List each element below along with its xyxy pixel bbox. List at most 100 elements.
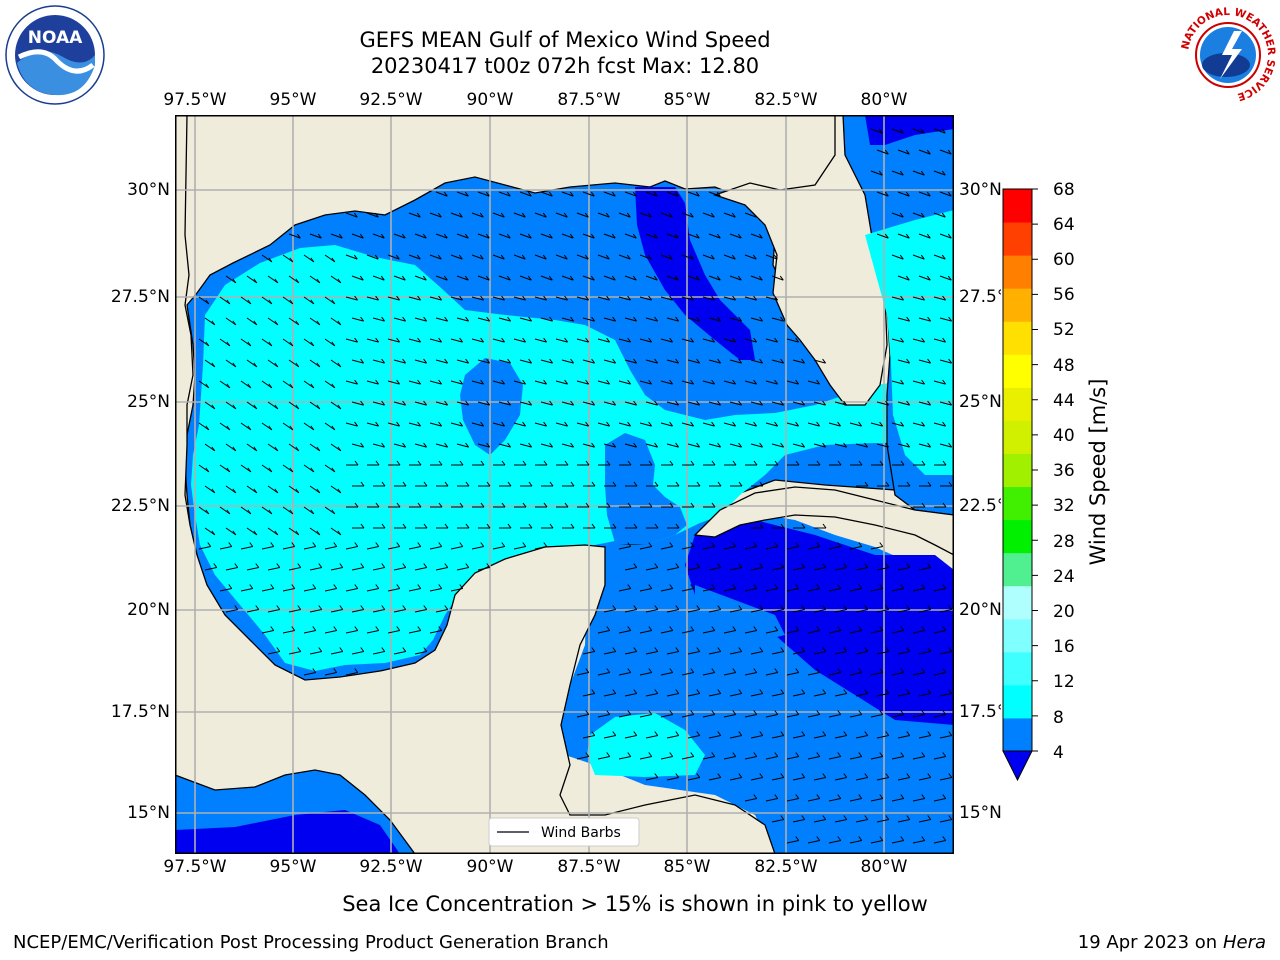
wind-barb xyxy=(708,693,721,697)
wind-barb-flag xyxy=(423,442,427,448)
wind-barb-flag xyxy=(654,647,659,652)
wind-barb-flag xyxy=(795,626,800,631)
wind-barb xyxy=(246,275,258,284)
colorbar-tick-label: 4 xyxy=(1053,743,1064,763)
wind-barb-flag xyxy=(486,400,490,406)
wind-barb xyxy=(639,380,652,385)
wind-barb-flag xyxy=(232,362,237,368)
wind-barb-flag xyxy=(591,400,595,406)
wind-barb-flag xyxy=(927,647,932,652)
wind-barb-flag xyxy=(360,358,364,364)
honduras-coast-8-12 xyxy=(587,713,705,777)
wind-barb xyxy=(513,422,526,427)
wind-barb-flag xyxy=(906,647,911,652)
wind-barb-flag xyxy=(310,257,315,263)
wind-barb xyxy=(786,756,799,760)
wind-barb xyxy=(282,296,294,305)
wind-barb xyxy=(765,338,778,343)
wind-barb-flag xyxy=(564,379,568,385)
wind-barb xyxy=(456,359,469,364)
wind-barb xyxy=(492,546,505,550)
wind-barb-flag xyxy=(211,320,216,326)
wind-barb-flag xyxy=(858,421,862,427)
wind-barb-flag xyxy=(402,647,407,652)
wind-barb xyxy=(366,212,379,218)
wind-barb-flag xyxy=(669,542,674,547)
colorbar-bands xyxy=(1003,189,1032,752)
wind-barb-flag xyxy=(438,502,443,508)
wind-barb-flag xyxy=(759,523,764,529)
wind-barb-flag xyxy=(879,836,884,841)
wind-barb-flag xyxy=(738,442,742,448)
wind-barb xyxy=(828,588,841,592)
map-title: GEFS MEAN Gulf of Mexico Wind Speed xyxy=(359,28,771,52)
wind-barb xyxy=(408,546,421,550)
wind-barb xyxy=(687,359,700,364)
wind-barb xyxy=(750,693,763,697)
wind-barb xyxy=(912,714,925,718)
wind-barb-flag xyxy=(942,668,947,673)
wind-barb-flag xyxy=(759,316,763,322)
wind-barb-flag xyxy=(211,446,216,452)
wind-barb xyxy=(834,567,847,571)
lat-tick-left: 15°N xyxy=(127,803,170,823)
wind-barb xyxy=(897,317,910,322)
wind-barb-flag xyxy=(337,404,342,410)
wind-barb-flag xyxy=(207,542,212,547)
wind-barb xyxy=(702,588,715,592)
wind-barb xyxy=(939,191,952,197)
wind-barb-flag xyxy=(864,481,869,487)
wind-barb-flag xyxy=(648,379,652,385)
wind-barb xyxy=(786,672,799,676)
wind-barb-flag xyxy=(295,362,300,368)
wind-barb xyxy=(330,317,342,326)
wind-barb xyxy=(372,609,385,613)
wind-barb xyxy=(477,401,490,406)
wind-barb-flag xyxy=(337,530,342,536)
wind-barb xyxy=(597,380,610,385)
wind-barb-flag xyxy=(417,542,422,547)
wind-barb-flag xyxy=(591,481,596,487)
lon-tick-bottom: 80°W xyxy=(860,857,908,877)
wind-barb-flag xyxy=(331,509,336,515)
wind-barb-flag xyxy=(205,383,210,389)
wind-barb xyxy=(813,651,826,655)
noaa-logo: NOAA xyxy=(5,5,105,105)
wind-barb xyxy=(435,191,448,197)
wind-barb xyxy=(828,422,841,427)
wind-barb-flag xyxy=(710,254,715,260)
wind-barb xyxy=(309,567,322,571)
wind-barb xyxy=(309,443,321,452)
wind-barb-flag xyxy=(633,647,638,652)
footer-date: 19 Apr 2023 on Hera xyxy=(1078,932,1266,953)
wind-barb xyxy=(744,380,757,385)
wind-barb xyxy=(723,422,736,427)
wind-barb xyxy=(393,609,406,613)
wind-barb-flag xyxy=(507,442,511,448)
wind-barb-flag xyxy=(333,584,338,589)
colorbar-band xyxy=(1003,189,1032,223)
wind-barb-flag xyxy=(612,689,617,694)
wind-barb-flag xyxy=(941,170,946,176)
wind-barb-flag xyxy=(690,379,694,385)
wind-barb-flag xyxy=(921,668,926,673)
wind-barb xyxy=(198,506,210,515)
wind-barb-flag xyxy=(858,794,863,799)
wind-barb xyxy=(771,693,784,697)
wind-barb-flag xyxy=(696,647,701,652)
wind-barb xyxy=(513,212,526,218)
wind-barb-flag xyxy=(737,275,742,281)
wind-barb xyxy=(855,609,868,613)
wind-barb xyxy=(471,212,484,218)
wind-barb xyxy=(366,546,379,550)
wind-barb xyxy=(624,693,637,697)
wind-barb-flag xyxy=(500,212,505,218)
wind-barb-flag xyxy=(417,421,421,427)
wind-barb-flag xyxy=(927,731,932,736)
colorbar-tick-label: 44 xyxy=(1053,391,1075,411)
wind-barb-flag xyxy=(654,689,659,694)
wind-barb-flag xyxy=(653,275,658,281)
wind-barb-flag xyxy=(521,254,526,260)
wind-barb-flag xyxy=(858,752,863,757)
wind-barb xyxy=(225,567,238,571)
